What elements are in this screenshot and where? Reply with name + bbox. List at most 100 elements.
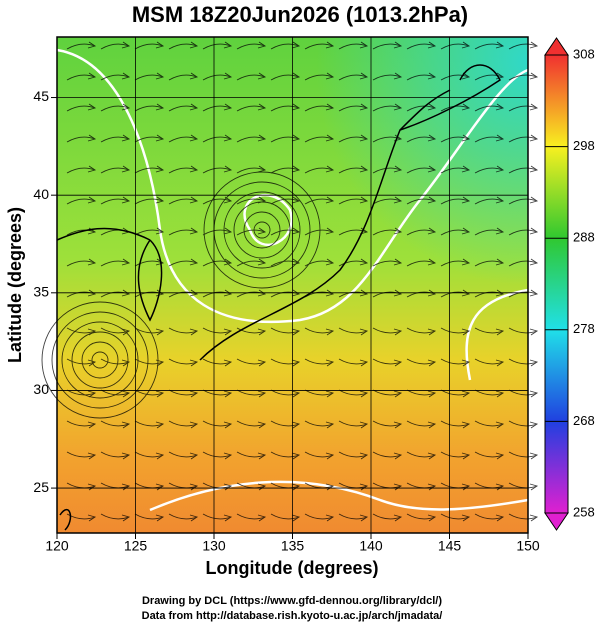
streamline bbox=[474, 167, 504, 174]
streamline bbox=[100, 136, 130, 143]
streamline-arrow bbox=[427, 452, 437, 460]
streamline bbox=[66, 74, 96, 81]
streamline-arrow bbox=[325, 165, 335, 173]
streamline-arrow bbox=[155, 258, 165, 266]
streamline-arrow bbox=[529, 289, 539, 297]
streamline-arrow bbox=[427, 258, 437, 266]
streamline-arrow bbox=[291, 452, 301, 460]
streamline bbox=[66, 260, 96, 267]
streamline-arrow bbox=[325, 227, 335, 235]
y-tick-label: 25 bbox=[33, 479, 49, 495]
streamline-arrow bbox=[121, 421, 131, 429]
streamline bbox=[270, 136, 300, 143]
streamline-arrow bbox=[223, 258, 233, 266]
vortex-streamline bbox=[91, 351, 109, 369]
streamline bbox=[100, 229, 130, 236]
streamline-arrow bbox=[155, 328, 165, 336]
streamline-arrow bbox=[291, 41, 301, 49]
streamline bbox=[66, 167, 96, 174]
streamline bbox=[406, 105, 436, 112]
streamline-arrow bbox=[291, 289, 301, 297]
streamline-arrow bbox=[223, 421, 233, 429]
streamline bbox=[474, 327, 504, 334]
streamline-arrow bbox=[495, 514, 505, 522]
streamline bbox=[270, 167, 300, 174]
streamline bbox=[372, 260, 402, 267]
streamline bbox=[236, 136, 266, 143]
streamline bbox=[508, 136, 538, 143]
streamline-arrow bbox=[495, 289, 505, 297]
streamline-arrow bbox=[189, 483, 199, 491]
streamline-arrow bbox=[325, 103, 335, 111]
streamline-arrow bbox=[359, 359, 369, 367]
y-tick-label: 40 bbox=[33, 186, 49, 202]
streamline bbox=[508, 167, 538, 174]
streamline-arrow bbox=[325, 452, 335, 460]
streamline-arrow bbox=[155, 165, 165, 173]
streamline-arrow bbox=[325, 328, 335, 336]
vortex-streamline bbox=[71, 331, 129, 389]
streamline-arrow bbox=[121, 452, 131, 460]
streamline-arrow bbox=[223, 41, 233, 49]
y-tick-label: 30 bbox=[33, 381, 49, 397]
colorbar-tick-label: 268 bbox=[573, 413, 595, 428]
streamline-arrow bbox=[529, 41, 539, 49]
streamline-arrow bbox=[189, 328, 199, 336]
streamline-arrow bbox=[223, 289, 233, 297]
streamline-arrow bbox=[529, 165, 539, 173]
streamline-arrow bbox=[359, 196, 369, 204]
streamline bbox=[270, 327, 300, 334]
streamline bbox=[236, 358, 266, 365]
colorbar-extend-low bbox=[544, 512, 569, 531]
streamline-arrow bbox=[325, 359, 335, 367]
streamline-arrow bbox=[495, 134, 505, 142]
streamline-arrow bbox=[223, 165, 233, 173]
streamline bbox=[168, 291, 198, 298]
streamline bbox=[270, 513, 300, 520]
streamline bbox=[474, 229, 504, 236]
streamline bbox=[406, 229, 436, 236]
streamline-arrow bbox=[359, 165, 369, 173]
streamline bbox=[338, 513, 368, 520]
streamline bbox=[338, 198, 368, 205]
streamline bbox=[440, 327, 470, 334]
streamline-arrow bbox=[155, 452, 165, 460]
streamline bbox=[100, 420, 130, 427]
streamline bbox=[474, 260, 504, 267]
streamline bbox=[508, 198, 538, 205]
streamline bbox=[134, 420, 164, 427]
streamline bbox=[440, 105, 470, 112]
streamline-arrow bbox=[461, 390, 471, 398]
streamline-arrow bbox=[189, 196, 199, 204]
streamline bbox=[66, 327, 96, 334]
streamline bbox=[372, 389, 402, 396]
streamline-arrow bbox=[393, 328, 403, 336]
streamline-arrow bbox=[121, 390, 131, 398]
streamline-arrow bbox=[427, 289, 437, 297]
streamline bbox=[304, 105, 334, 112]
streamline bbox=[508, 358, 538, 365]
streamline bbox=[372, 167, 402, 174]
streamline bbox=[168, 389, 198, 396]
streamline-arrow bbox=[393, 134, 403, 142]
streamline-arrow bbox=[257, 72, 267, 80]
streamline-arrow bbox=[529, 328, 539, 336]
streamline bbox=[66, 513, 96, 520]
streamline-arrow bbox=[87, 134, 97, 142]
colorbar-tick-label: 308 bbox=[573, 46, 595, 61]
streamline-arrow bbox=[121, 134, 131, 142]
streamline bbox=[338, 389, 368, 396]
streamline-arrow bbox=[529, 258, 539, 266]
streamline bbox=[440, 389, 470, 396]
streamline bbox=[508, 389, 538, 396]
streamline bbox=[66, 420, 96, 427]
streamline-arrow bbox=[121, 359, 131, 367]
streamline bbox=[236, 420, 266, 427]
x-tick-label: 150 bbox=[516, 538, 540, 554]
streamline bbox=[270, 358, 300, 365]
streamline-arrow bbox=[87, 72, 97, 80]
streamline-arrow bbox=[291, 227, 301, 235]
streamline-arrow bbox=[461, 227, 471, 235]
streamline bbox=[338, 43, 368, 50]
streamline bbox=[202, 420, 232, 427]
